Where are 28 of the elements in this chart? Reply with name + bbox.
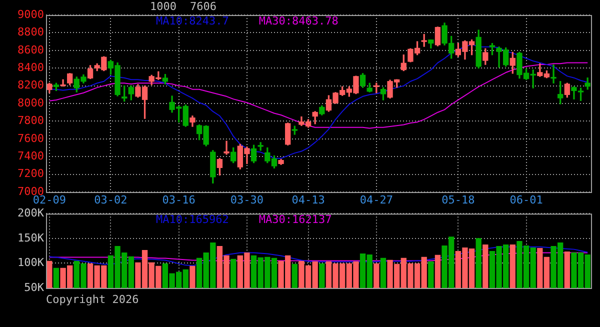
text: MA30:162137: [258, 212, 332, 226]
y-tick-label: 200K: [18, 206, 44, 220]
y-tick-label: 7800: [18, 114, 44, 128]
y-tick-label: 8200: [18, 78, 44, 92]
y-tick-label: 50K: [24, 280, 44, 294]
text: 1000: [150, 0, 176, 13]
x-tick-label: 03-02: [94, 193, 128, 206]
y-tick-label: 7200: [18, 167, 44, 180]
x-tick-label: 03-30: [230, 193, 264, 206]
y-tick-label: 8800: [18, 26, 44, 39]
x-tick-label: 03-16: [162, 193, 196, 206]
y-tick-label: 8600: [18, 43, 44, 56]
x-tick-label: 04-27: [360, 193, 393, 206]
y-tick-label: 100K: [18, 256, 44, 270]
y-tick-label: 9000: [18, 8, 44, 21]
x-tick-label: 06-01: [510, 193, 543, 206]
text: 7606: [190, 0, 216, 13]
y-tick-label: 150K: [18, 231, 44, 244]
text: MA10:165962: [156, 212, 229, 226]
y-tick-label: 7400: [18, 149, 44, 162]
text: MA10:8243.7: [156, 14, 229, 28]
x-tick-label: 05-18: [442, 193, 475, 206]
y-tick-label: 8400: [18, 60, 44, 74]
text: Copyright 2026: [46, 293, 139, 306]
text: MA30:8463.78: [258, 14, 338, 28]
y-tick-label: 7600: [18, 132, 44, 145]
y-tick-label: 8000: [18, 96, 44, 110]
x-tick-label: 04-13: [292, 193, 325, 206]
